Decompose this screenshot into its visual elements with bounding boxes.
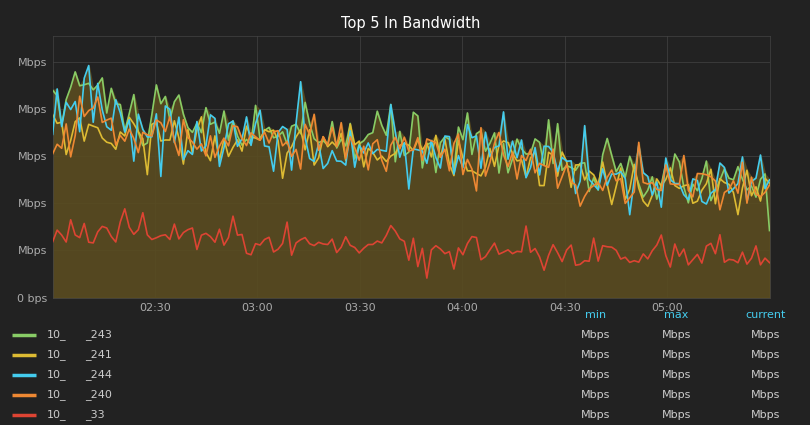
Text: Mbps: Mbps bbox=[751, 350, 780, 360]
Text: Mbps: Mbps bbox=[751, 370, 780, 380]
Text: 10_: 10_ bbox=[47, 369, 66, 380]
Text: Mbps: Mbps bbox=[751, 410, 780, 420]
Text: 10_: 10_ bbox=[47, 389, 66, 400]
Text: Mbps: Mbps bbox=[662, 410, 691, 420]
Text: _241: _241 bbox=[85, 349, 112, 360]
Text: 10_: 10_ bbox=[47, 349, 66, 360]
Text: _244: _244 bbox=[85, 369, 112, 380]
Text: Mbps: Mbps bbox=[662, 350, 691, 360]
Text: current: current bbox=[745, 310, 786, 320]
Text: _240: _240 bbox=[85, 389, 112, 400]
Text: _33: _33 bbox=[85, 410, 104, 420]
Text: max: max bbox=[664, 310, 688, 320]
Text: Mbps: Mbps bbox=[751, 330, 780, 340]
Text: Mbps: Mbps bbox=[751, 390, 780, 400]
Text: 10_: 10_ bbox=[47, 329, 66, 340]
Text: Mbps: Mbps bbox=[581, 390, 610, 400]
Text: _243: _243 bbox=[85, 329, 112, 340]
Text: Mbps: Mbps bbox=[662, 370, 691, 380]
Text: Mbps: Mbps bbox=[581, 370, 610, 380]
Text: Mbps: Mbps bbox=[581, 350, 610, 360]
Title: Top 5 In Bandwidth: Top 5 In Bandwidth bbox=[341, 16, 481, 31]
Text: Mbps: Mbps bbox=[581, 330, 610, 340]
Text: Mbps: Mbps bbox=[662, 390, 691, 400]
Text: min: min bbox=[585, 310, 606, 320]
Text: Mbps: Mbps bbox=[662, 330, 691, 340]
Text: 10_: 10_ bbox=[47, 410, 66, 420]
Text: Mbps: Mbps bbox=[581, 410, 610, 420]
